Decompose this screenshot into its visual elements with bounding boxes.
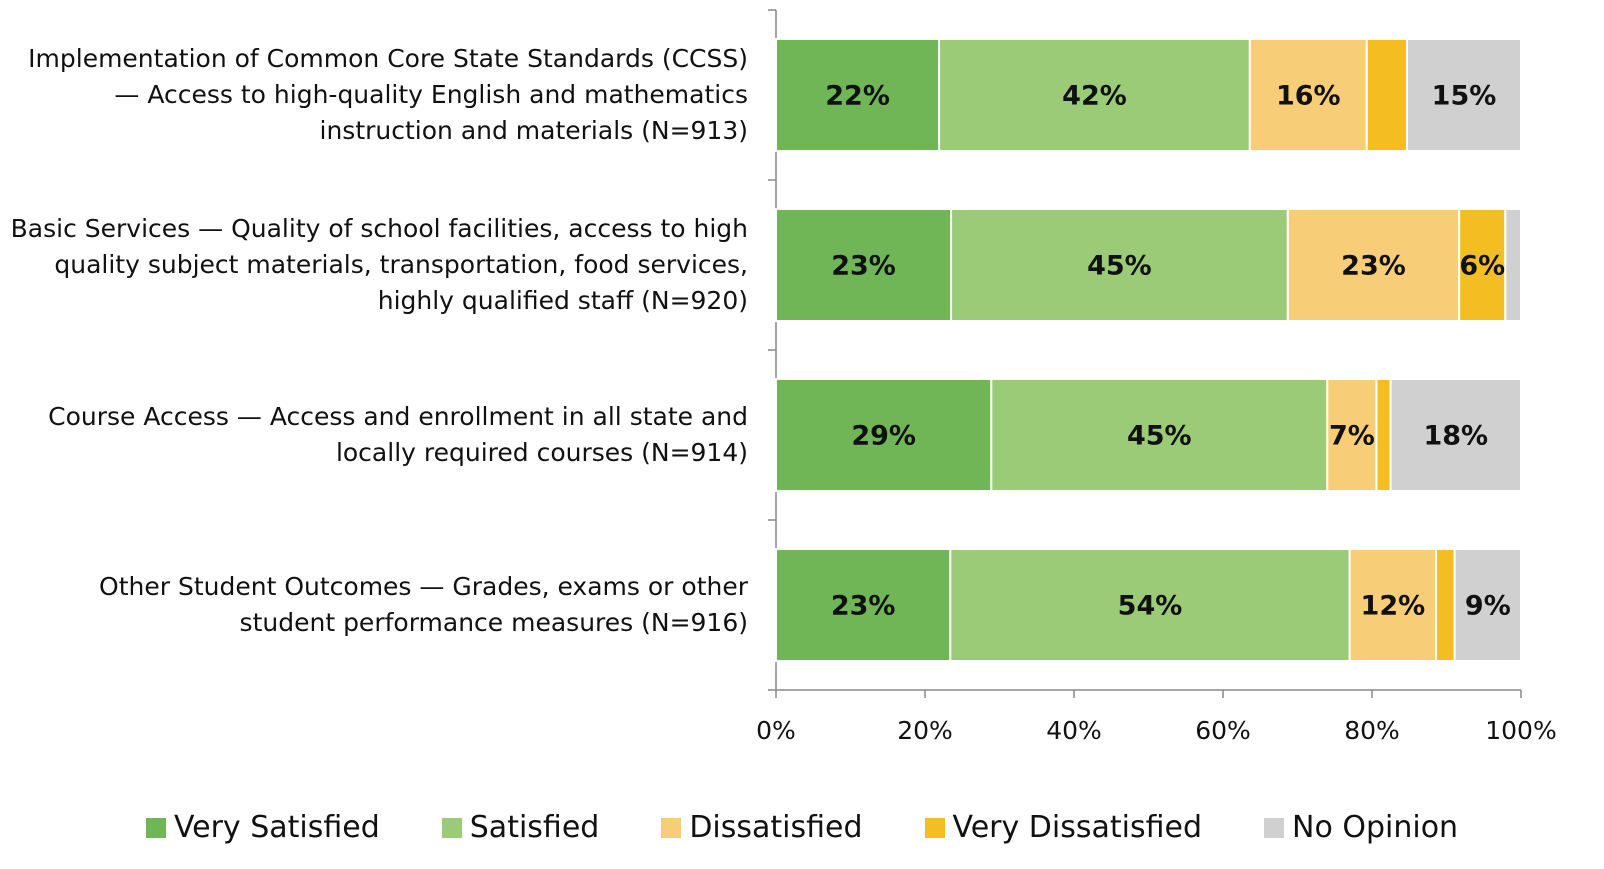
x-tick-label: 60% <box>1195 716 1251 745</box>
bar-segment <box>1389 378 1522 492</box>
category-label: Implementation of Common Core State Stan… <box>28 44 748 145</box>
data-label: 42% <box>1062 81 1127 112</box>
legend-item: Satisfied <box>441 810 600 845</box>
data-label: 12% <box>1361 591 1426 622</box>
legend-label: Dissatisfied <box>689 810 863 845</box>
legend: Very Satisfied Satisfied Dissatisfied Very … <box>0 810 1604 845</box>
bar-segment <box>949 548 1351 662</box>
category-label: Course Access — Access and enrollment in… <box>48 402 748 467</box>
bar-segment <box>1504 208 1522 322</box>
x-tick-label: 0% <box>756 716 796 745</box>
bar-segment <box>775 38 941 152</box>
legend-item: Very Dissatisfied <box>924 810 1203 845</box>
category-label: Basic Services — Quality of school facil… <box>10 214 748 315</box>
bar-segment <box>950 208 1289 322</box>
data-label: 23% <box>831 591 896 622</box>
legend-swatch <box>661 817 682 838</box>
data-label: 22% <box>825 81 890 112</box>
bar-segment <box>1326 378 1378 492</box>
legend-swatch <box>441 817 462 838</box>
legend-label: Very Satisfied <box>173 810 380 845</box>
legend-item: Very Satisfied <box>145 810 380 845</box>
data-label: 29% <box>851 421 916 452</box>
data-label: 6% <box>1459 251 1505 282</box>
data-label: 23% <box>831 251 896 282</box>
legend-item: No Opinion <box>1264 810 1458 845</box>
data-label: 9% <box>1465 591 1511 622</box>
category-label: Other Student Outcomes — Grades, exams o… <box>99 572 748 637</box>
x-tick-label: 40% <box>1046 716 1102 745</box>
data-label: 18% <box>1423 421 1488 452</box>
bar-segment <box>1453 548 1522 662</box>
data-label: 54% <box>1118 591 1183 622</box>
legend-label: No Opinion <box>1292 810 1459 845</box>
bar-segment <box>1348 548 1438 662</box>
legend-swatch <box>145 817 166 838</box>
bar-segment <box>1458 208 1507 322</box>
data-label: 15% <box>1432 81 1497 112</box>
data-label: 45% <box>1127 421 1192 452</box>
bar-segment <box>1406 38 1523 152</box>
bar-segment <box>1286 208 1461 322</box>
x-tick-label: 80% <box>1344 716 1400 745</box>
x-tick-label: 100% <box>1485 716 1556 745</box>
legend-swatch <box>1264 817 1285 838</box>
bar-segment <box>990 378 1329 492</box>
legend-swatch <box>924 817 945 838</box>
legend-label: Very Dissatisfied <box>952 810 1203 845</box>
x-tick-label: 20% <box>897 716 953 745</box>
data-label: 7% <box>1329 421 1375 452</box>
data-label: 45% <box>1087 251 1152 282</box>
legend-item: Dissatisfied <box>661 810 863 845</box>
bar-segment <box>1435 548 1456 662</box>
data-label: 16% <box>1276 81 1341 112</box>
data-label: 23% <box>1341 251 1406 282</box>
bar-segment <box>1248 38 1368 152</box>
bar-segment <box>775 548 952 662</box>
bar-segment <box>1365 38 1409 152</box>
bar-segment <box>1375 378 1392 492</box>
legend-label: Satisfied <box>469 810 600 845</box>
bar-segment <box>938 38 1251 152</box>
